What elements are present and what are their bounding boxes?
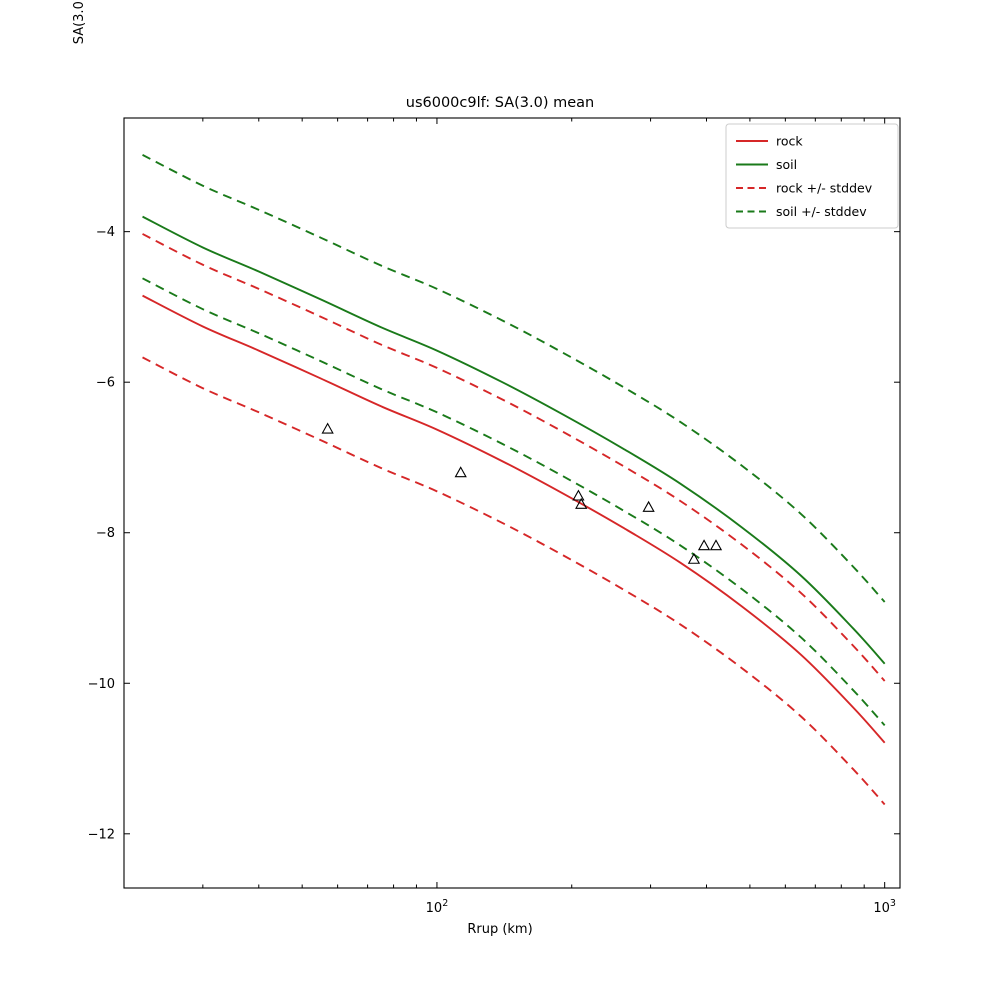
legend-label: rock +/- stddev	[776, 181, 873, 196]
axes-frame	[123, 117, 901, 889]
legend-label: rock	[776, 134, 803, 149]
observation-marker	[321, 422, 334, 434]
x-tick-label: 102	[426, 898, 449, 916]
observation-marker	[709, 539, 723, 551]
series-line-soil	[142, 215, 886, 665]
observation-marker	[642, 500, 655, 512]
x-axis-ticks	[123, 118, 886, 888]
observation-markers-layer	[321, 422, 723, 564]
series-line-rock-stddev	[142, 233, 886, 682]
observation-marker	[575, 497, 588, 509]
series-line-rock-stddev	[142, 356, 886, 806]
chart-title: us6000c9lf: SA(3.0) mean	[405, 95, 595, 111]
x-axis-label: Rrup (km)	[467, 922, 533, 937]
data-series-layer	[142, 154, 886, 806]
legend-label: soil +/- stddev	[776, 204, 867, 219]
observation-marker	[697, 539, 711, 551]
y-tick-label: −6	[96, 376, 115, 391]
x-axis-tick-labels: 102 103	[426, 898, 896, 916]
series-line-rock	[142, 294, 886, 744]
y-axis-tick-labels: −4 −6 −8 −10 −12	[88, 225, 115, 842]
y-tick-label: −8	[96, 526, 115, 541]
observation-marker	[572, 489, 585, 501]
series-line-soil-stddev	[142, 277, 886, 727]
legend-label: soil	[776, 157, 797, 172]
y-tick-label: −12	[88, 827, 115, 842]
y-tick-label: −4	[96, 225, 115, 240]
y-tick-label: −10	[88, 677, 115, 692]
x-tick-label: 103	[873, 898, 896, 916]
y-axis-ticks	[124, 231, 900, 835]
observation-marker	[454, 466, 467, 478]
observation-marker	[687, 552, 701, 564]
legend-box[interactable]: rock soil rock +/- stddev soil +/- stddev	[725, 123, 899, 229]
series-line-soil-stddev	[142, 154, 886, 603]
legend-frame[interactable]	[725, 123, 899, 229]
